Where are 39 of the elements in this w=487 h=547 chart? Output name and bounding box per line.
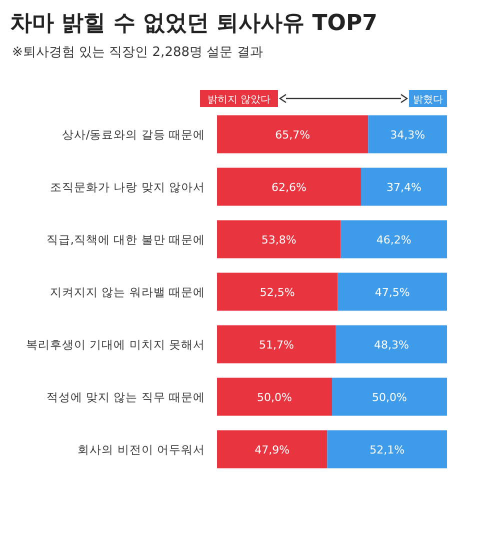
bar	[360, 168, 447, 206]
y-tick-label: 적성에 맞지 않는 직무 때문에	[46, 390, 205, 404]
data-label: 37,4%	[386, 180, 422, 194]
bar	[217, 168, 361, 206]
bar	[217, 272, 338, 311]
data-label: 52,1%	[370, 443, 405, 456]
data-label: 50,0%	[372, 390, 407, 404]
data-label: 48,3%	[374, 338, 409, 352]
bar	[217, 378, 332, 416]
bar	[327, 430, 447, 468]
series-label: 밝히지 않았다	[207, 94, 271, 106]
bar	[336, 325, 447, 364]
y-tick-label: 조직문화가 나랑 맞지 않아서	[50, 180, 205, 194]
data-label: 34,3%	[390, 128, 426, 142]
data-label: 50,0%	[257, 390, 292, 404]
series-label: 밝혔다	[413, 94, 443, 106]
bar	[217, 325, 336, 364]
bar	[217, 115, 368, 154]
y-tick-label: 상사/동료와의 갈등 때문에	[62, 127, 205, 142]
bar	[217, 220, 341, 258]
chart-subtitle: ※퇴사경험 있는 직장인 2,288명 설문 결과	[12, 45, 263, 60]
y-tick-label: 회사의 비전이 어두워서	[78, 442, 205, 456]
data-label: 51,7%	[258, 338, 294, 352]
data-label: 62,6%	[272, 180, 306, 194]
y-tick-label: 지켜지지 않는 워라밸 때문에	[50, 284, 205, 299]
bar	[332, 378, 447, 416]
data-label: 46,2%	[376, 233, 412, 246]
chart-title: 차마 밝힐 수 없었던 퇴사사유 TOP7	[10, 11, 378, 36]
bar	[340, 220, 447, 258]
data-label: 47,9%	[254, 443, 290, 456]
data-label: 52,5%	[260, 286, 295, 299]
data-label: 53,8%	[261, 233, 296, 246]
data-label: 47,5%	[374, 286, 410, 299]
bar	[368, 115, 447, 154]
y-tick-label: 직급,직책에 대한 불만 때문에	[46, 232, 205, 246]
bar	[217, 430, 328, 468]
bar	[338, 272, 447, 311]
data-label: 65,7%	[275, 128, 310, 142]
y-tick-label: 복리후생이 기대에 미치지 못해서	[26, 337, 205, 352]
